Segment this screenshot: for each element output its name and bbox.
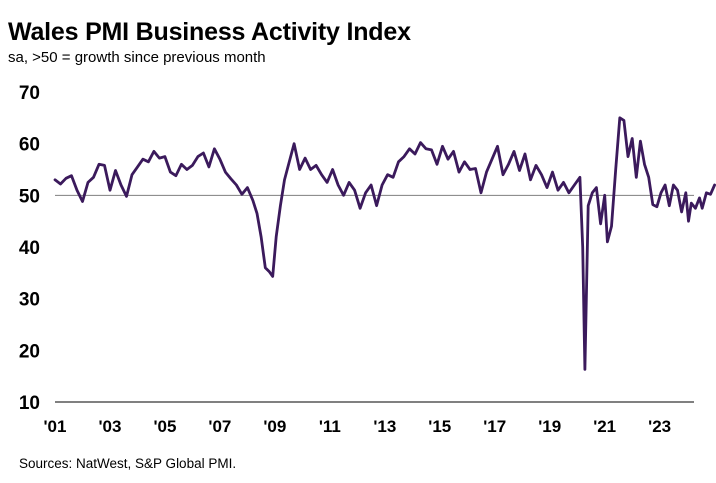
x-tick-label: '13 — [373, 417, 396, 436]
x-tick-label: '07 — [208, 417, 231, 436]
y-axis-ticks: 70 60 50 40 30 20 10 — [19, 83, 40, 414]
source-note: Sources: NatWest, S&P Global PMI. — [19, 456, 237, 471]
series-group — [53, 116, 716, 371]
y-tick-label: 50 — [19, 186, 40, 207]
chart-subtitle: sa, >50 = growth since previous month — [8, 49, 266, 66]
x-tick-label: '21 — [593, 417, 616, 436]
y-tick-label: 30 — [19, 290, 40, 311]
x-tick-label: '11 — [319, 417, 341, 436]
y-tick-label: 20 — [19, 341, 40, 362]
y-tick-label: 60 — [19, 135, 40, 156]
x-tick-label: '15 — [428, 417, 451, 436]
x-tick-label: '19 — [538, 417, 561, 436]
x-axis-ticks: '01 '03 '05 '07 '09 '11 '13 '15 '17 '19 '21 '23 — [44, 417, 672, 436]
x-tick-label: '09 — [263, 417, 286, 436]
series-line-0 — [53, 116, 716, 371]
y-tick-label: 70 — [19, 83, 40, 104]
x-tick-label: '01 — [44, 417, 67, 436]
x-tick-label: '23 — [648, 417, 671, 436]
x-tick-label: '17 — [483, 417, 506, 436]
y-tick-label: 10 — [19, 393, 40, 414]
x-tick-label: '05 — [153, 417, 176, 436]
y-tick-label: 40 — [19, 238, 40, 259]
x-tick-label: '03 — [98, 417, 121, 436]
chart-title: Wales PMI Business Activity Index — [8, 18, 411, 46]
